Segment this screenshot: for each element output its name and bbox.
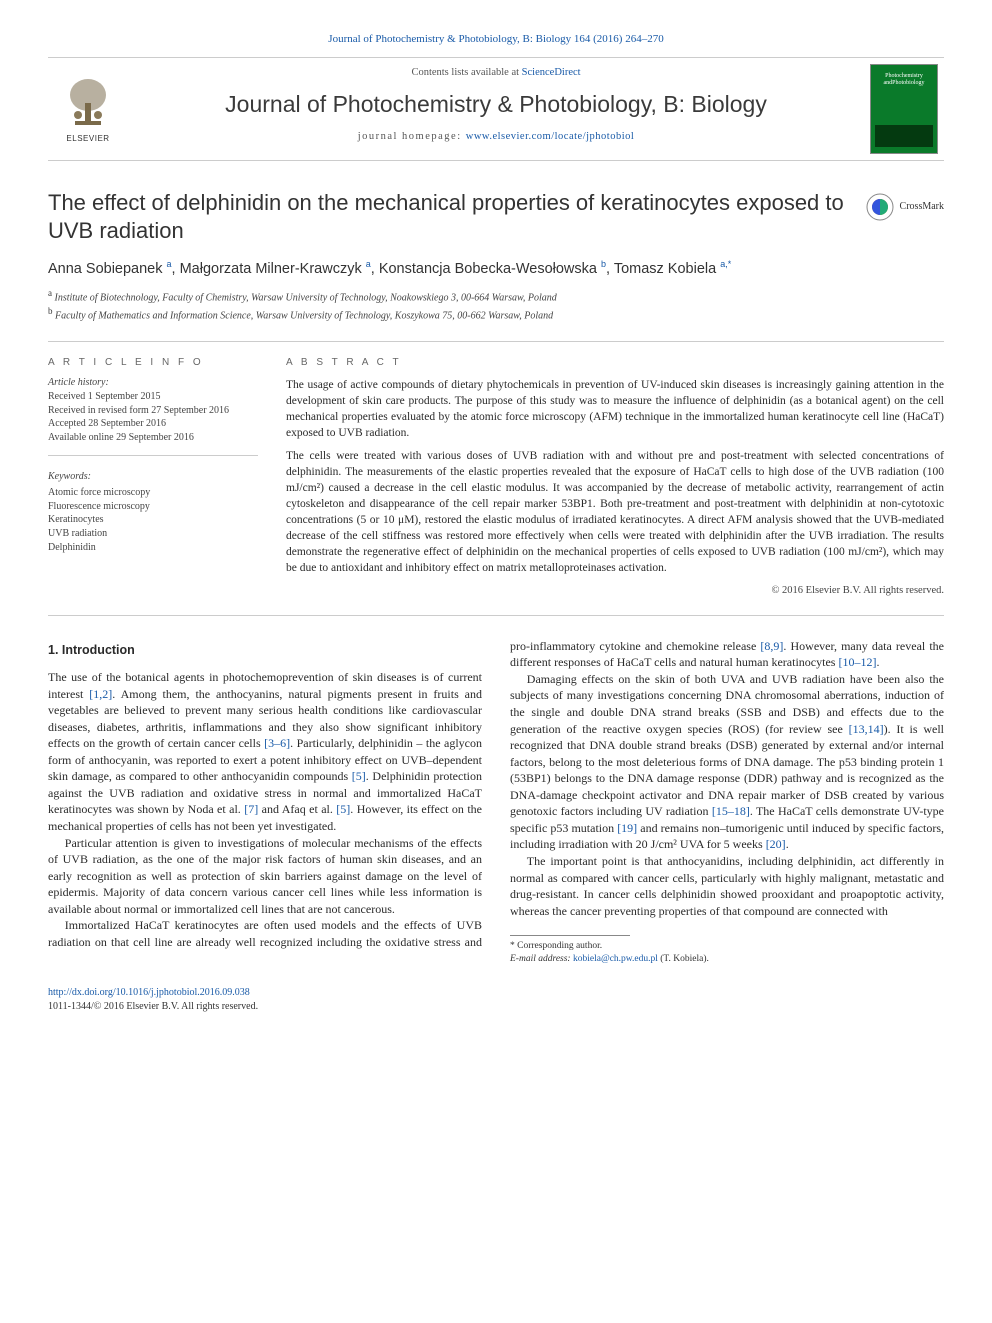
affiliations: a Institute of Biotechnology, Faculty of… [48, 287, 944, 323]
citation-ref[interactable]: [5] [352, 769, 366, 783]
author: Małgorzata Milner-Krawczyk a [180, 261, 371, 277]
author-affil-mark[interactable]: b [601, 259, 606, 269]
email-label: E-mail address: [510, 954, 571, 964]
page-footer: http://dx.doi.org/10.1016/j.jphotobiol.2… [48, 986, 944, 1014]
elsevier-logo: ELSEVIER [48, 58, 128, 160]
keyword: Fluorescence microscopy [48, 500, 258, 514]
crossmark-badge[interactable]: CrossMark [866, 193, 944, 221]
history-label: Article history: [48, 376, 258, 390]
meta-row: A R T I C L E I N F O Article history: R… [48, 341, 944, 616]
author-affil-mark[interactable]: a [366, 259, 371, 269]
elsevier-tree-icon [60, 75, 116, 131]
abstract-copyright: © 2016 Elsevier B.V. All rights reserved… [286, 584, 944, 598]
cover-thumbnail: PhotochemistryandPhotobiology [864, 58, 944, 160]
article-title: The effect of delphinidin on the mechani… [48, 189, 854, 244]
article-info-heading: A R T I C L E I N F O [48, 356, 258, 370]
keyword: Atomic force microscopy [48, 486, 258, 500]
article-info: A R T I C L E I N F O Article history: R… [48, 356, 258, 599]
doi-link[interactable]: http://dx.doi.org/10.1016/j.jphotobiol.2… [48, 987, 250, 998]
homepage-link[interactable]: www.elsevier.com/locate/jphotobiol [466, 131, 635, 142]
history-received: Received 1 September 2015 [48, 390, 258, 404]
body-para: The important point is that anthocyanidi… [510, 853, 944, 919]
citation-ref[interactable]: [5] [336, 802, 350, 816]
abstract-heading: A B S T R A C T [286, 356, 944, 370]
keyword: Delphinidin [48, 541, 258, 555]
citation-ref[interactable]: [1,2] [89, 687, 112, 701]
sciencedirect-link[interactable]: ScienceDirect [522, 67, 581, 78]
cover-text: PhotochemistryandPhotobiology [871, 73, 937, 86]
journal-header: ELSEVIER Contents lists available at Sci… [48, 57, 944, 161]
keyword: UVB radiation [48, 527, 258, 541]
abstract-para: The cells were treated with various dose… [286, 449, 944, 576]
citation-ref[interactable]: [13,14] [849, 722, 884, 736]
citation-ref[interactable]: [7] [244, 802, 258, 816]
corr-email-paren: (T. Kobiela). [660, 954, 709, 964]
section-heading-intro: 1. Introduction [48, 642, 482, 659]
journal-title-cell: Contents lists available at ScienceDirec… [128, 58, 864, 160]
body-para: Damaging effects on the skin of both UVA… [510, 671, 944, 853]
author: Konstancja Bobecka-Wesołowska b [379, 261, 606, 277]
author: Tomasz Kobiela a,* [614, 261, 731, 277]
corr-author-label: * Corresponding author. [510, 940, 944, 953]
keyword: Keratinocytes [48, 513, 258, 527]
contents-prefix: Contents lists available at [411, 67, 521, 78]
history-accepted: Accepted 28 September 2016 [48, 417, 258, 431]
citation-ref[interactable]: [20] [766, 837, 786, 851]
author-list: Anna Sobiepanek a, Małgorzata Milner-Kra… [48, 258, 944, 279]
affiliation-a: a Institute of Biotechnology, Faculty of… [48, 287, 944, 305]
keywords-label: Keywords: [48, 470, 258, 484]
crossmark-icon [866, 193, 894, 221]
homepage-prefix: journal homepage: [358, 131, 466, 142]
abstract: A B S T R A C T The usage of active comp… [286, 356, 944, 599]
affiliation-b: b Faculty of Mathematics and Information… [48, 305, 944, 323]
citation-ref[interactable]: [3–6] [264, 736, 290, 750]
running-head-link[interactable]: Journal of Photochemistry & Photobiology… [328, 33, 663, 45]
author-affil-mark[interactable]: a [167, 259, 172, 269]
corr-email-link[interactable]: kobiela@ch.pw.edu.pl [573, 954, 658, 964]
cover-bottom-band [875, 125, 933, 147]
footnote-separator [510, 935, 630, 936]
elsevier-wordmark: ELSEVIER [66, 133, 109, 144]
history-revised: Received in revised form 27 September 20… [48, 404, 258, 418]
crossmark-label: CrossMark [900, 200, 944, 214]
cover-image: PhotochemistryandPhotobiology [870, 64, 938, 154]
citation-ref[interactable]: [15–18] [712, 804, 750, 818]
journal-homepage-line: journal homepage: www.elsevier.com/locat… [140, 130, 852, 144]
journal-name: Journal of Photochemistry & Photobiology… [140, 89, 852, 121]
running-head: Journal of Photochemistry & Photobiology… [48, 32, 944, 47]
corresponding-footnote: * Corresponding author. E-mail address: … [510, 940, 944, 966]
body-para: Particular attention is given to investi… [48, 835, 482, 918]
title-row: The effect of delphinidin on the mechani… [48, 189, 944, 244]
citation-ref[interactable]: [19] [617, 821, 637, 835]
article-body: 1. Introduction The use of the botanical… [48, 638, 944, 967]
abstract-para: The usage of active compounds of dietary… [286, 378, 944, 441]
issn-copyright: 1011-1344/© 2016 Elsevier B.V. All right… [48, 1000, 944, 1014]
citation-ref[interactable]: [10–12] [838, 655, 876, 669]
contents-lists-line: Contents lists available at ScienceDirec… [140, 66, 852, 80]
author-affil-mark[interactable]: a,* [720, 259, 731, 269]
history-online: Available online 29 September 2016 [48, 431, 258, 445]
body-para: The use of the botanical agents in photo… [48, 669, 482, 834]
author: Anna Sobiepanek a [48, 261, 172, 277]
citation-ref[interactable]: [8,9] [760, 639, 783, 653]
